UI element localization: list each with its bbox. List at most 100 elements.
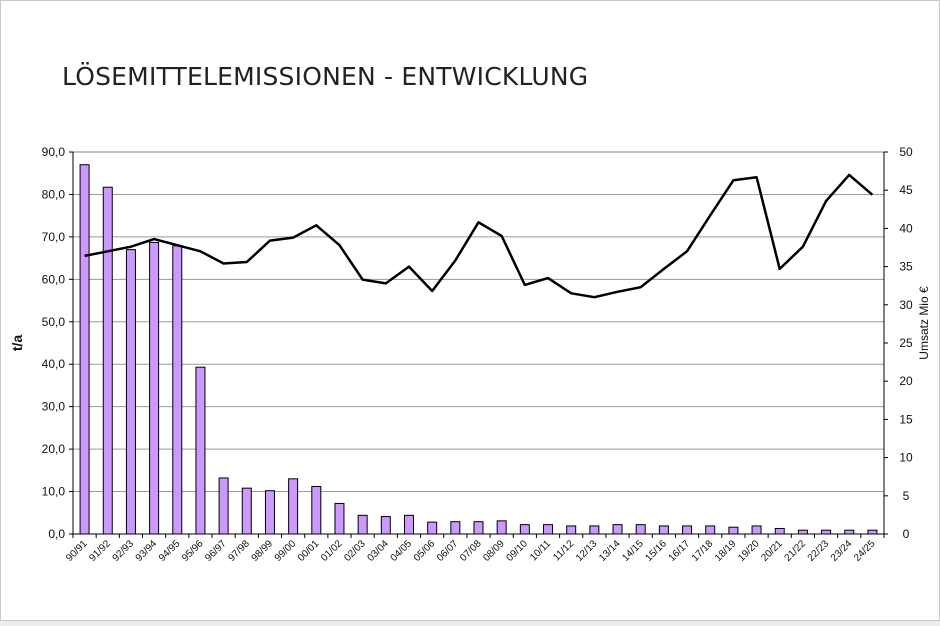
bar — [79, 164, 90, 535]
bar — [821, 529, 832, 535]
bar — [357, 514, 368, 535]
bar — [635, 524, 646, 535]
bar — [519, 524, 530, 535]
x-tick-label: 02/03 — [342, 538, 368, 564]
bar — [264, 490, 275, 535]
x-tick-label: 21/22 — [783, 538, 809, 564]
bar — [774, 527, 785, 535]
y-tick-label: 20,0 — [42, 442, 66, 456]
line-series-path — [84, 173, 874, 299]
bar — [195, 366, 206, 535]
y2-tick-label: 0 — [903, 527, 910, 541]
y2-tick-label: 10 — [899, 451, 913, 465]
bar — [566, 525, 577, 535]
y-tick-label: 90,0 — [42, 145, 66, 159]
bar — [867, 529, 878, 535]
bar — [496, 520, 507, 535]
y-tick-label: 0,0 — [48, 527, 65, 541]
bar — [334, 502, 345, 535]
axes: 0,0 10,0 20,0 30,0 40,0 50,0 60,0 70,0 80,0 90,0 0… — [9, 145, 931, 564]
x-tick-label: 24/25 — [852, 538, 878, 564]
x-tick-label: 91/92 — [87, 538, 113, 564]
bar — [473, 521, 484, 535]
bar — [658, 525, 669, 535]
x-tick-label: 22/23 — [806, 538, 832, 564]
line-series — [84, 173, 874, 299]
bar — [682, 525, 693, 535]
bar — [844, 529, 855, 535]
bar — [589, 525, 600, 535]
x-tick-label: 90/91 — [64, 538, 90, 564]
x-tick-label: 95/96 — [180, 538, 206, 564]
plot-area — [72, 151, 885, 535]
y-tick-label: 10,0 — [42, 485, 66, 499]
bar — [149, 241, 160, 535]
x-tick-label: 06/07 — [435, 538, 461, 564]
y2-tick-label: 40 — [899, 221, 913, 235]
y2-tick-label: 45 — [899, 183, 913, 197]
gridlines — [72, 151, 885, 535]
y2-tick-label: 20 — [899, 374, 913, 388]
y2-tick-label: 15 — [899, 412, 913, 426]
bar — [311, 485, 322, 535]
y-tick-label: 80,0 — [42, 187, 66, 201]
x-tick-label: 96/97 — [203, 538, 229, 564]
bar — [172, 245, 183, 535]
x-tick-label: 17/18 — [690, 538, 716, 564]
x-tick-label: 11/12 — [551, 538, 576, 563]
x-tick-label: 19/20 — [736, 538, 762, 564]
x-tick-label: 03/04 — [365, 538, 391, 564]
y-tick-label: 30,0 — [42, 400, 66, 414]
bar — [705, 525, 716, 535]
bar — [612, 524, 623, 535]
y-tick-label: 50,0 — [42, 315, 66, 329]
x-tick-label: 10/11 — [528, 538, 553, 563]
y2-axis-label: Umsatz Mio € — [917, 286, 931, 360]
x-tick-label: 23/24 — [829, 538, 855, 564]
x-tick-label: 15/16 — [644, 538, 670, 564]
y2-tick-label: 25 — [899, 336, 913, 350]
bar — [403, 514, 414, 535]
x-tick-label: 05/06 — [412, 538, 438, 564]
x-tick-label: 13/14 — [597, 538, 623, 564]
bar — [751, 525, 762, 535]
y2-tick-label: 35 — [899, 260, 913, 274]
x-tick-label: 07/08 — [458, 538, 484, 564]
x-tick-label: 92/93 — [111, 538, 137, 564]
bar — [125, 249, 136, 535]
x-tick-label: 00/01 — [296, 538, 322, 564]
y2-tick-label: 5 — [903, 489, 910, 503]
bar — [797, 529, 808, 535]
x-tick-label: 12/13 — [574, 538, 600, 564]
bar — [288, 478, 299, 535]
x-tick-label: 97/98 — [226, 538, 252, 564]
x-tick-label: 16/17 — [667, 538, 693, 564]
x-tick-label: 20/21 — [759, 538, 785, 564]
bar-series — [79, 164, 878, 535]
chart-title: LÖSEMITTELEMISSIONEN - ENTWICKLUNG — [62, 62, 589, 91]
x-tick-label: 04/05 — [389, 538, 415, 564]
y2-tick-label: 30 — [899, 298, 913, 312]
bottom-strip — [0, 621, 940, 626]
x-tick-label: 98/99 — [250, 538, 276, 564]
x-tick-label: 09/10 — [504, 538, 530, 564]
y2-tick-label: 50 — [899, 145, 913, 159]
bar — [728, 526, 739, 535]
x-tick-label: 18/19 — [713, 538, 739, 564]
y-tick-label: 70,0 — [42, 230, 66, 244]
x-tick-label: 08/09 — [481, 538, 507, 564]
bar — [427, 521, 438, 535]
x-tick-label: 01/02 — [319, 538, 345, 564]
bar — [450, 521, 461, 535]
y-axis-label: t/a — [9, 335, 25, 352]
x-tick-label: 94/95 — [157, 538, 183, 564]
bar — [543, 524, 554, 535]
x-tick-label: 99/00 — [273, 538, 299, 564]
bar — [102, 186, 113, 535]
bar — [241, 487, 252, 535]
x-tick-label: 93/94 — [134, 538, 160, 564]
y-tick-label: 60,0 — [42, 272, 66, 286]
bar — [218, 477, 229, 535]
y-tick-label: 40,0 — [42, 357, 66, 371]
